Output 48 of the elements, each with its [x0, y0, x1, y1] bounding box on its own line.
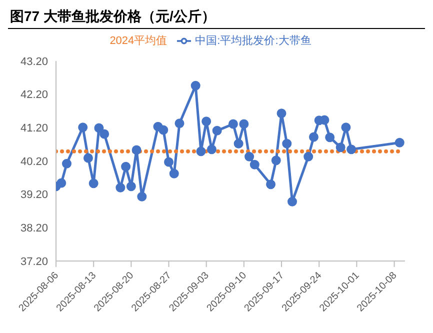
- point: [287, 196, 297, 206]
- y-tick-label: 43.20: [20, 56, 48, 68]
- legend-label: 中国:平均批发价:大带鱼: [195, 35, 312, 47]
- point: [100, 129, 110, 139]
- y-tick-label: 42.20: [20, 89, 48, 102]
- point: [121, 162, 131, 172]
- point: [304, 152, 314, 162]
- point: [158, 125, 168, 135]
- point: [169, 168, 179, 178]
- point: [228, 119, 238, 129]
- point: [88, 178, 98, 188]
- point: [206, 144, 216, 154]
- point: [276, 108, 286, 118]
- point: [266, 180, 276, 190]
- point: [62, 158, 72, 168]
- y-tick-label: 37.20: [20, 256, 48, 268]
- chart-title: 图77 大带鱼批发价格（元/公斤）: [8, 8, 425, 29]
- point: [336, 142, 346, 152]
- point: [325, 132, 335, 142]
- point: [341, 122, 351, 132]
- point: [346, 144, 356, 154]
- text: 2024平均值: [110, 35, 168, 47]
- point: [164, 157, 174, 167]
- point: [132, 145, 142, 155]
- point: [282, 138, 292, 148]
- point: [308, 132, 318, 142]
- y-tick-label: 39.20: [20, 189, 48, 202]
- point: [126, 182, 136, 192]
- y-tick-label: 41.20: [20, 122, 48, 135]
- point: [56, 178, 66, 188]
- point: [244, 152, 254, 162]
- point: [94, 123, 104, 133]
- point: [271, 156, 281, 166]
- point: [234, 138, 244, 148]
- point: [78, 122, 88, 132]
- y-tick-label: 40.20: [20, 156, 48, 168]
- point: [239, 119, 249, 129]
- point: [196, 146, 206, 156]
- point: [250, 160, 260, 170]
- point: [137, 192, 147, 202]
- point: [190, 80, 200, 90]
- point: [202, 116, 212, 126]
- point: [174, 118, 184, 128]
- point: [394, 138, 404, 148]
- point: [212, 126, 222, 136]
- y-tick-label: 38.20: [20, 222, 48, 235]
- point: [83, 153, 93, 163]
- point: [116, 182, 126, 192]
